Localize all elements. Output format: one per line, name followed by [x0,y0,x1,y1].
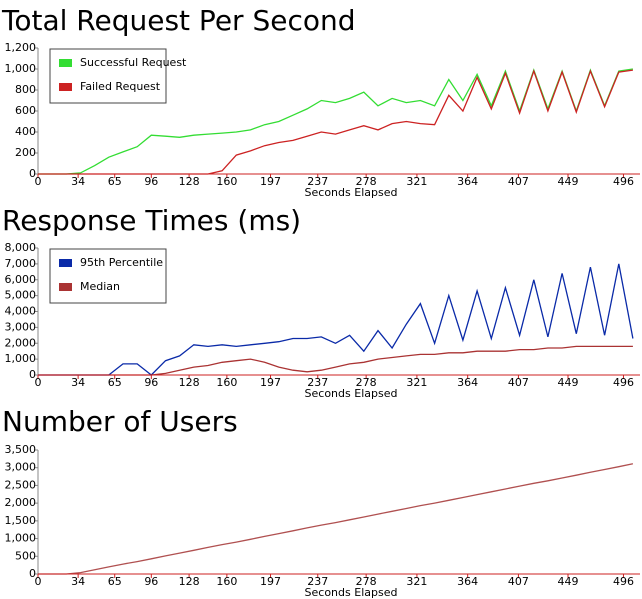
y-tick-label: 7,000 [5,257,37,270]
x-tick-label: 278 [356,575,377,588]
y-tick-label: 5,000 [5,289,37,302]
x-axis-label: Seconds Elapsed [305,186,398,199]
x-tick-label: 0 [35,376,42,389]
y-tick-label: 400 [15,125,36,138]
x-tick-label: 160 [216,575,237,588]
series-line [38,463,634,575]
x-tick-label: 0 [35,575,42,588]
y-tick-label: 1,200 [5,41,37,54]
x-tick-label: 96 [144,376,158,389]
x-tick-label: 197 [260,175,281,188]
x-tick-label: 364 [457,575,478,588]
x-tick-label: 128 [179,175,200,188]
x-tick-label: 321 [406,175,427,188]
y-tick-label: 600 [15,104,36,117]
y-tick-label: 3,000 [5,320,37,333]
y-tick-label: 1,500 [5,514,37,527]
x-tick-label: 364 [457,175,478,188]
y-tick-label: 6,000 [5,273,37,286]
x-tick-label: 160 [216,376,237,389]
x-tick-label: 65 [108,376,122,389]
x-tick-label: 364 [457,376,478,389]
y-tick-label: 0 [29,167,36,180]
x-tick-label: 128 [179,575,200,588]
y-tick-label: 1,000 [5,532,37,545]
y-tick-label: 200 [15,146,36,159]
x-tick-label: 278 [356,376,377,389]
x-tick-label: 34 [71,175,85,188]
x-tick-label: 0 [35,175,42,188]
y-tick-label: 2,000 [5,336,37,349]
legend-swatch [59,259,72,267]
y-tick-label: 1,000 [5,62,37,75]
x-tick-label: 160 [216,175,237,188]
chart-title: Number of Users [2,405,238,438]
x-tick-label: 496 [613,376,634,389]
y-tick-label: 4,000 [5,305,37,318]
x-tick-label: 237 [307,376,328,389]
chart-title: Total Request Per Second [1,4,356,37]
series-line [38,345,633,376]
legend-label: 95th Percentile [80,256,163,269]
chart: Response Times (ms) 0 1,000 2,000 3,000 4,000… [2,204,640,400]
x-tick-label: 96 [144,575,158,588]
x-tick-label: 65 [108,575,122,588]
x-tick-label: 449 [557,575,578,588]
y-tick-label: 2,000 [5,496,37,509]
x-tick-label: 449 [557,376,578,389]
x-tick-label: 65 [108,175,122,188]
y-tick-label: 0 [29,567,36,580]
x-axis-label: Seconds Elapsed [305,387,398,400]
y-tick-label: 3,500 [5,443,37,456]
x-tick-label: 496 [613,175,634,188]
x-tick-label: 128 [179,376,200,389]
legend-label: Failed Request [80,80,161,93]
x-tick-label: 34 [71,575,85,588]
y-tick-label: 2,500 [5,478,37,491]
x-tick-label: 237 [307,175,328,188]
x-axis-label: Seconds Elapsed [305,586,398,599]
x-tick-label: 407 [508,575,529,588]
x-tick-label: 407 [508,376,529,389]
legend-label: Successful Request [80,56,187,69]
x-tick-label: 237 [307,575,328,588]
legend-box [49,248,167,304]
y-tick-label: 8,000 [5,241,37,254]
x-tick-label: 197 [260,376,281,389]
x-tick-label: 449 [557,175,578,188]
x-tick-label: 278 [356,175,377,188]
legend-swatch [59,83,72,91]
chart: Number of Users 0 500 1,000 1,500 2,000 2,500 3… [2,405,640,599]
y-tick-label: 800 [15,83,36,96]
legend-swatch [59,283,72,291]
series-line [38,263,634,376]
x-tick-label: 407 [508,175,529,188]
legend-swatch [59,59,72,67]
chart: Total Request Per Second 0 200 400 600 800 1,0… [1,4,640,199]
y-tick-label: 500 [15,549,36,562]
y-tick-label: 0 [29,368,36,381]
x-tick-label: 321 [406,575,427,588]
x-tick-label: 321 [406,376,427,389]
x-tick-label: 34 [71,376,85,389]
legend-label: Median [80,280,120,293]
y-tick-label: 3,000 [5,461,37,474]
x-tick-label: 496 [613,575,634,588]
legend-box [49,48,167,104]
x-tick-label: 96 [144,175,158,188]
y-tick-label: 1,000 [5,352,37,365]
x-tick-label: 197 [260,575,281,588]
chart-title: Response Times (ms) [2,204,301,237]
